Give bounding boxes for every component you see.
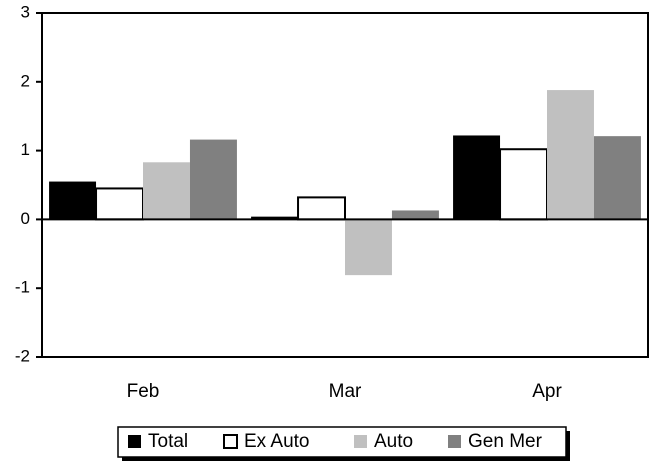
bar	[297, 196, 347, 221]
bar	[189, 139, 237, 220]
y-tick-label: -2	[15, 346, 30, 365]
y-tick-label: 2	[21, 71, 30, 90]
y-tick-label: 3	[21, 2, 30, 21]
legend-label: Ex Auto	[244, 431, 310, 452]
bar	[49, 181, 97, 220]
legend-label: Auto	[374, 431, 413, 452]
bar	[251, 216, 299, 220]
bar	[95, 187, 145, 221]
bar	[499, 148, 549, 221]
y-tick-label: -1	[15, 278, 30, 297]
bar	[391, 210, 439, 220]
bar	[547, 90, 594, 220]
legend-swatch	[448, 435, 461, 448]
plot-frame	[41, 12, 649, 358]
legend-swatch	[128, 435, 141, 448]
bar	[593, 136, 641, 220]
legend-label: Gen Mer	[468, 431, 543, 452]
legend-box	[117, 426, 567, 458]
bar	[453, 135, 501, 220]
y-tick-label: 0	[21, 209, 30, 228]
bar	[345, 219, 392, 276]
x-tick-label: Apr	[532, 381, 562, 402]
legend-label: Total	[148, 431, 188, 452]
legend-swatch	[354, 435, 367, 448]
legend-swatch	[223, 434, 238, 449]
x-tick-label: Mar	[329, 381, 362, 402]
x-tick-label: Feb	[127, 381, 160, 402]
bar	[143, 162, 190, 220]
y-tick-label: 1	[21, 140, 30, 159]
